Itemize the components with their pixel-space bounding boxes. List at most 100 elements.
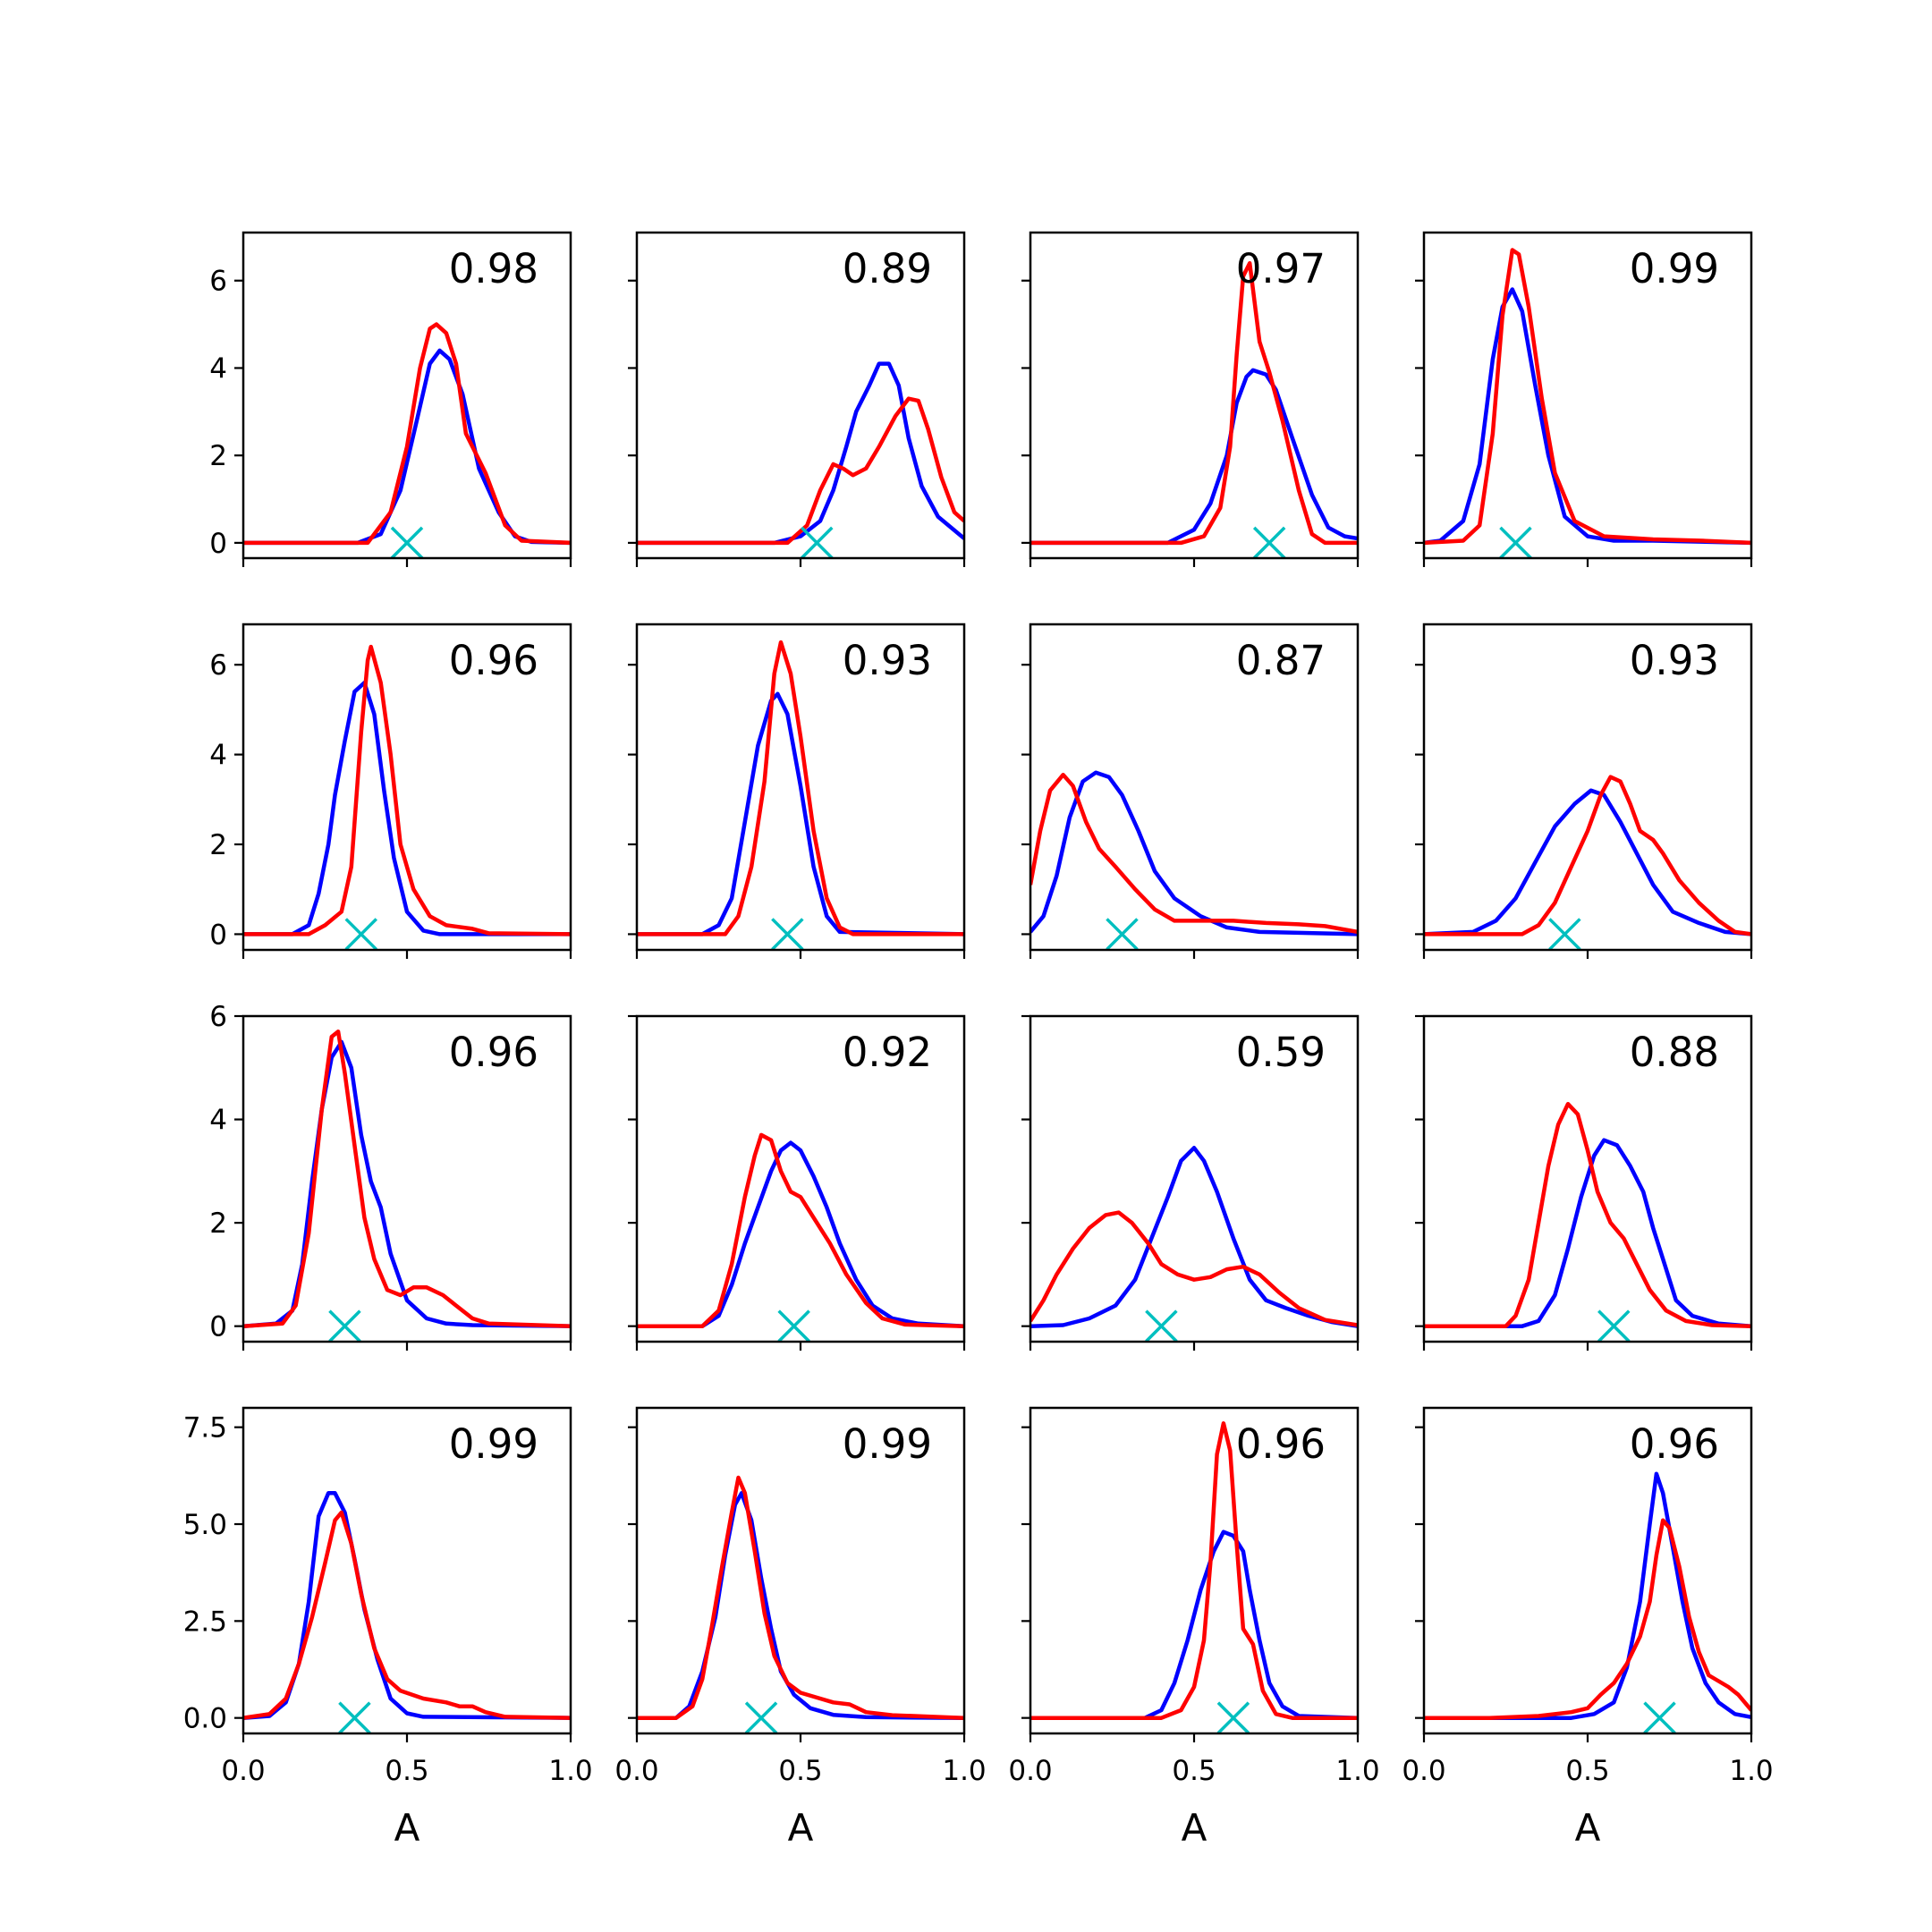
subplot-3-2: 0.92 <box>628 1014 966 1351</box>
subplot-2-4: 0.93 <box>1415 623 1753 959</box>
panel-annotation: 0.92 <box>843 1029 932 1076</box>
y-tick-label: 4 <box>209 1105 227 1137</box>
series-blue-line <box>1424 1471 1751 1720</box>
series-red-line <box>243 1030 571 1328</box>
x-marker <box>1145 1309 1178 1343</box>
y-tick-label: 2 <box>209 829 227 861</box>
series-red-line <box>637 396 964 546</box>
series-red-line <box>1424 248 1751 546</box>
y-tick-label: 6 <box>209 1001 227 1033</box>
subplot-grid: 0 2 4 6 0.98 0.89 0.97 0.99 0 2 4 6 0.96 0.93 0.87 0.93… <box>183 231 1774 1850</box>
x-marker-stroke <box>338 1701 371 1734</box>
x-tick-label: 0.5 <box>1172 1755 1216 1787</box>
panel-annotation: 0.99 <box>449 1420 538 1468</box>
subplot-1-4: 0.99 <box>1415 231 1753 567</box>
series-blue-line <box>243 1039 571 1328</box>
series-red-line <box>637 1475 964 1720</box>
x-tick-label: 1.0 <box>942 1755 986 1787</box>
x-axis-label: A <box>1575 1806 1601 1850</box>
subplot-4-1: 0.0 2.5 5.0 7.5 0.0 0.5 1.0 A 0.99 <box>183 1406 593 1850</box>
subplot-3-4: 0.88 <box>1415 1014 1753 1351</box>
series-blue-line <box>637 361 964 546</box>
series-blue-line <box>1424 788 1751 936</box>
x-marker <box>1216 1701 1250 1734</box>
subplot-1-1: 0 2 4 6 0.98 <box>209 231 572 567</box>
subplot-3-1: 0 2 4 6 0.96 <box>209 1001 572 1351</box>
x-tick-label: 1.0 <box>1729 1755 1773 1787</box>
x-tick-label: 0.0 <box>221 1755 265 1787</box>
x-marker <box>1106 918 1139 951</box>
x-tick-label: 0.5 <box>385 1755 428 1787</box>
panel-annotation: 0.96 <box>449 637 538 684</box>
panel-annotation: 0.97 <box>1236 245 1326 292</box>
series-blue-line <box>1030 770 1358 936</box>
x-marker-stroke <box>1597 1309 1631 1343</box>
x-marker-stroke <box>1643 1701 1676 1734</box>
series-red-line <box>637 1132 964 1328</box>
x-axis-label: A <box>394 1806 420 1850</box>
x-tick-label: 0.5 <box>1565 1755 1609 1787</box>
series-red-line <box>1030 260 1358 546</box>
x-marker <box>344 918 377 951</box>
x-tick-label: 1.0 <box>548 1755 592 1787</box>
x-marker-stroke <box>1145 1309 1178 1343</box>
y-tick-label: 5.0 <box>183 1509 227 1541</box>
series-blue-line <box>1030 368 1358 546</box>
y-tick-label: 0 <box>209 1311 227 1343</box>
x-marker-stroke <box>328 1309 361 1343</box>
x-tick-label: 0.0 <box>1008 1755 1052 1787</box>
x-marker <box>328 1309 361 1343</box>
x-tick-label: 1.0 <box>1335 1755 1379 1787</box>
x-marker-stroke <box>744 1701 778 1734</box>
x-marker <box>390 526 424 560</box>
x-marker-stroke <box>344 918 377 951</box>
subplot-2-1: 0 2 4 6 0.96 <box>209 623 572 959</box>
series-red-line <box>243 644 571 936</box>
y-tick-label: 2.5 <box>183 1606 227 1638</box>
panel-annotation: 0.88 <box>1630 1029 1719 1076</box>
series-red-line <box>243 322 571 546</box>
y-tick-label: 6 <box>209 266 227 298</box>
panel-annotation: 0.98 <box>449 245 538 292</box>
panel-annotation: 0.89 <box>843 245 932 292</box>
x-axis-label: A <box>1182 1806 1208 1850</box>
series-red-line <box>1424 1101 1751 1328</box>
x-marker <box>1252 526 1286 560</box>
y-tick-label: 0 <box>209 528 227 560</box>
panel-annotation: 0.99 <box>1630 245 1719 292</box>
series-red-line <box>1424 1518 1751 1720</box>
series-red-line <box>1030 1210 1358 1327</box>
y-tick-label: 0 <box>209 919 227 951</box>
panel-annotation: 0.59 <box>1236 1029 1326 1076</box>
series-red-line <box>1030 1421 1358 1720</box>
x-marker <box>1643 1701 1676 1734</box>
x-marker-stroke <box>777 1309 810 1343</box>
series-red-line <box>1030 772 1358 935</box>
panel-annotation: 0.93 <box>1630 637 1719 684</box>
series-blue-line <box>1424 287 1751 546</box>
subplot-3-3: 0.59 <box>1021 1014 1360 1351</box>
x-marker <box>801 526 834 560</box>
panel-annotation: 0.93 <box>843 637 932 684</box>
y-tick-label: 2 <box>209 1208 227 1240</box>
subplot-1-3: 0.97 <box>1021 231 1360 567</box>
x-marker-stroke <box>1499 526 1532 560</box>
x-tick-label: 0.5 <box>778 1755 822 1787</box>
x-marker <box>1499 526 1532 560</box>
y-tick-label: 7.5 <box>183 1412 227 1445</box>
series-blue-line <box>637 1491 964 1720</box>
y-tick-label: 2 <box>209 440 227 472</box>
x-marker <box>771 918 804 951</box>
x-marker <box>1597 1309 1631 1343</box>
series-red-line <box>243 1510 571 1720</box>
subplot-4-3: 0.0 0.5 1.0 A 0.96 <box>1008 1406 1380 1850</box>
series-red-line <box>637 640 964 936</box>
y-tick-label: 4 <box>209 352 227 385</box>
y-tick-label: 4 <box>209 740 227 772</box>
y-tick-label: 0.0 <box>183 1703 227 1735</box>
x-marker-stroke <box>1216 1701 1250 1734</box>
series-blue-line <box>637 691 964 936</box>
series-red-line <box>1424 775 1751 936</box>
x-marker <box>777 1309 810 1343</box>
